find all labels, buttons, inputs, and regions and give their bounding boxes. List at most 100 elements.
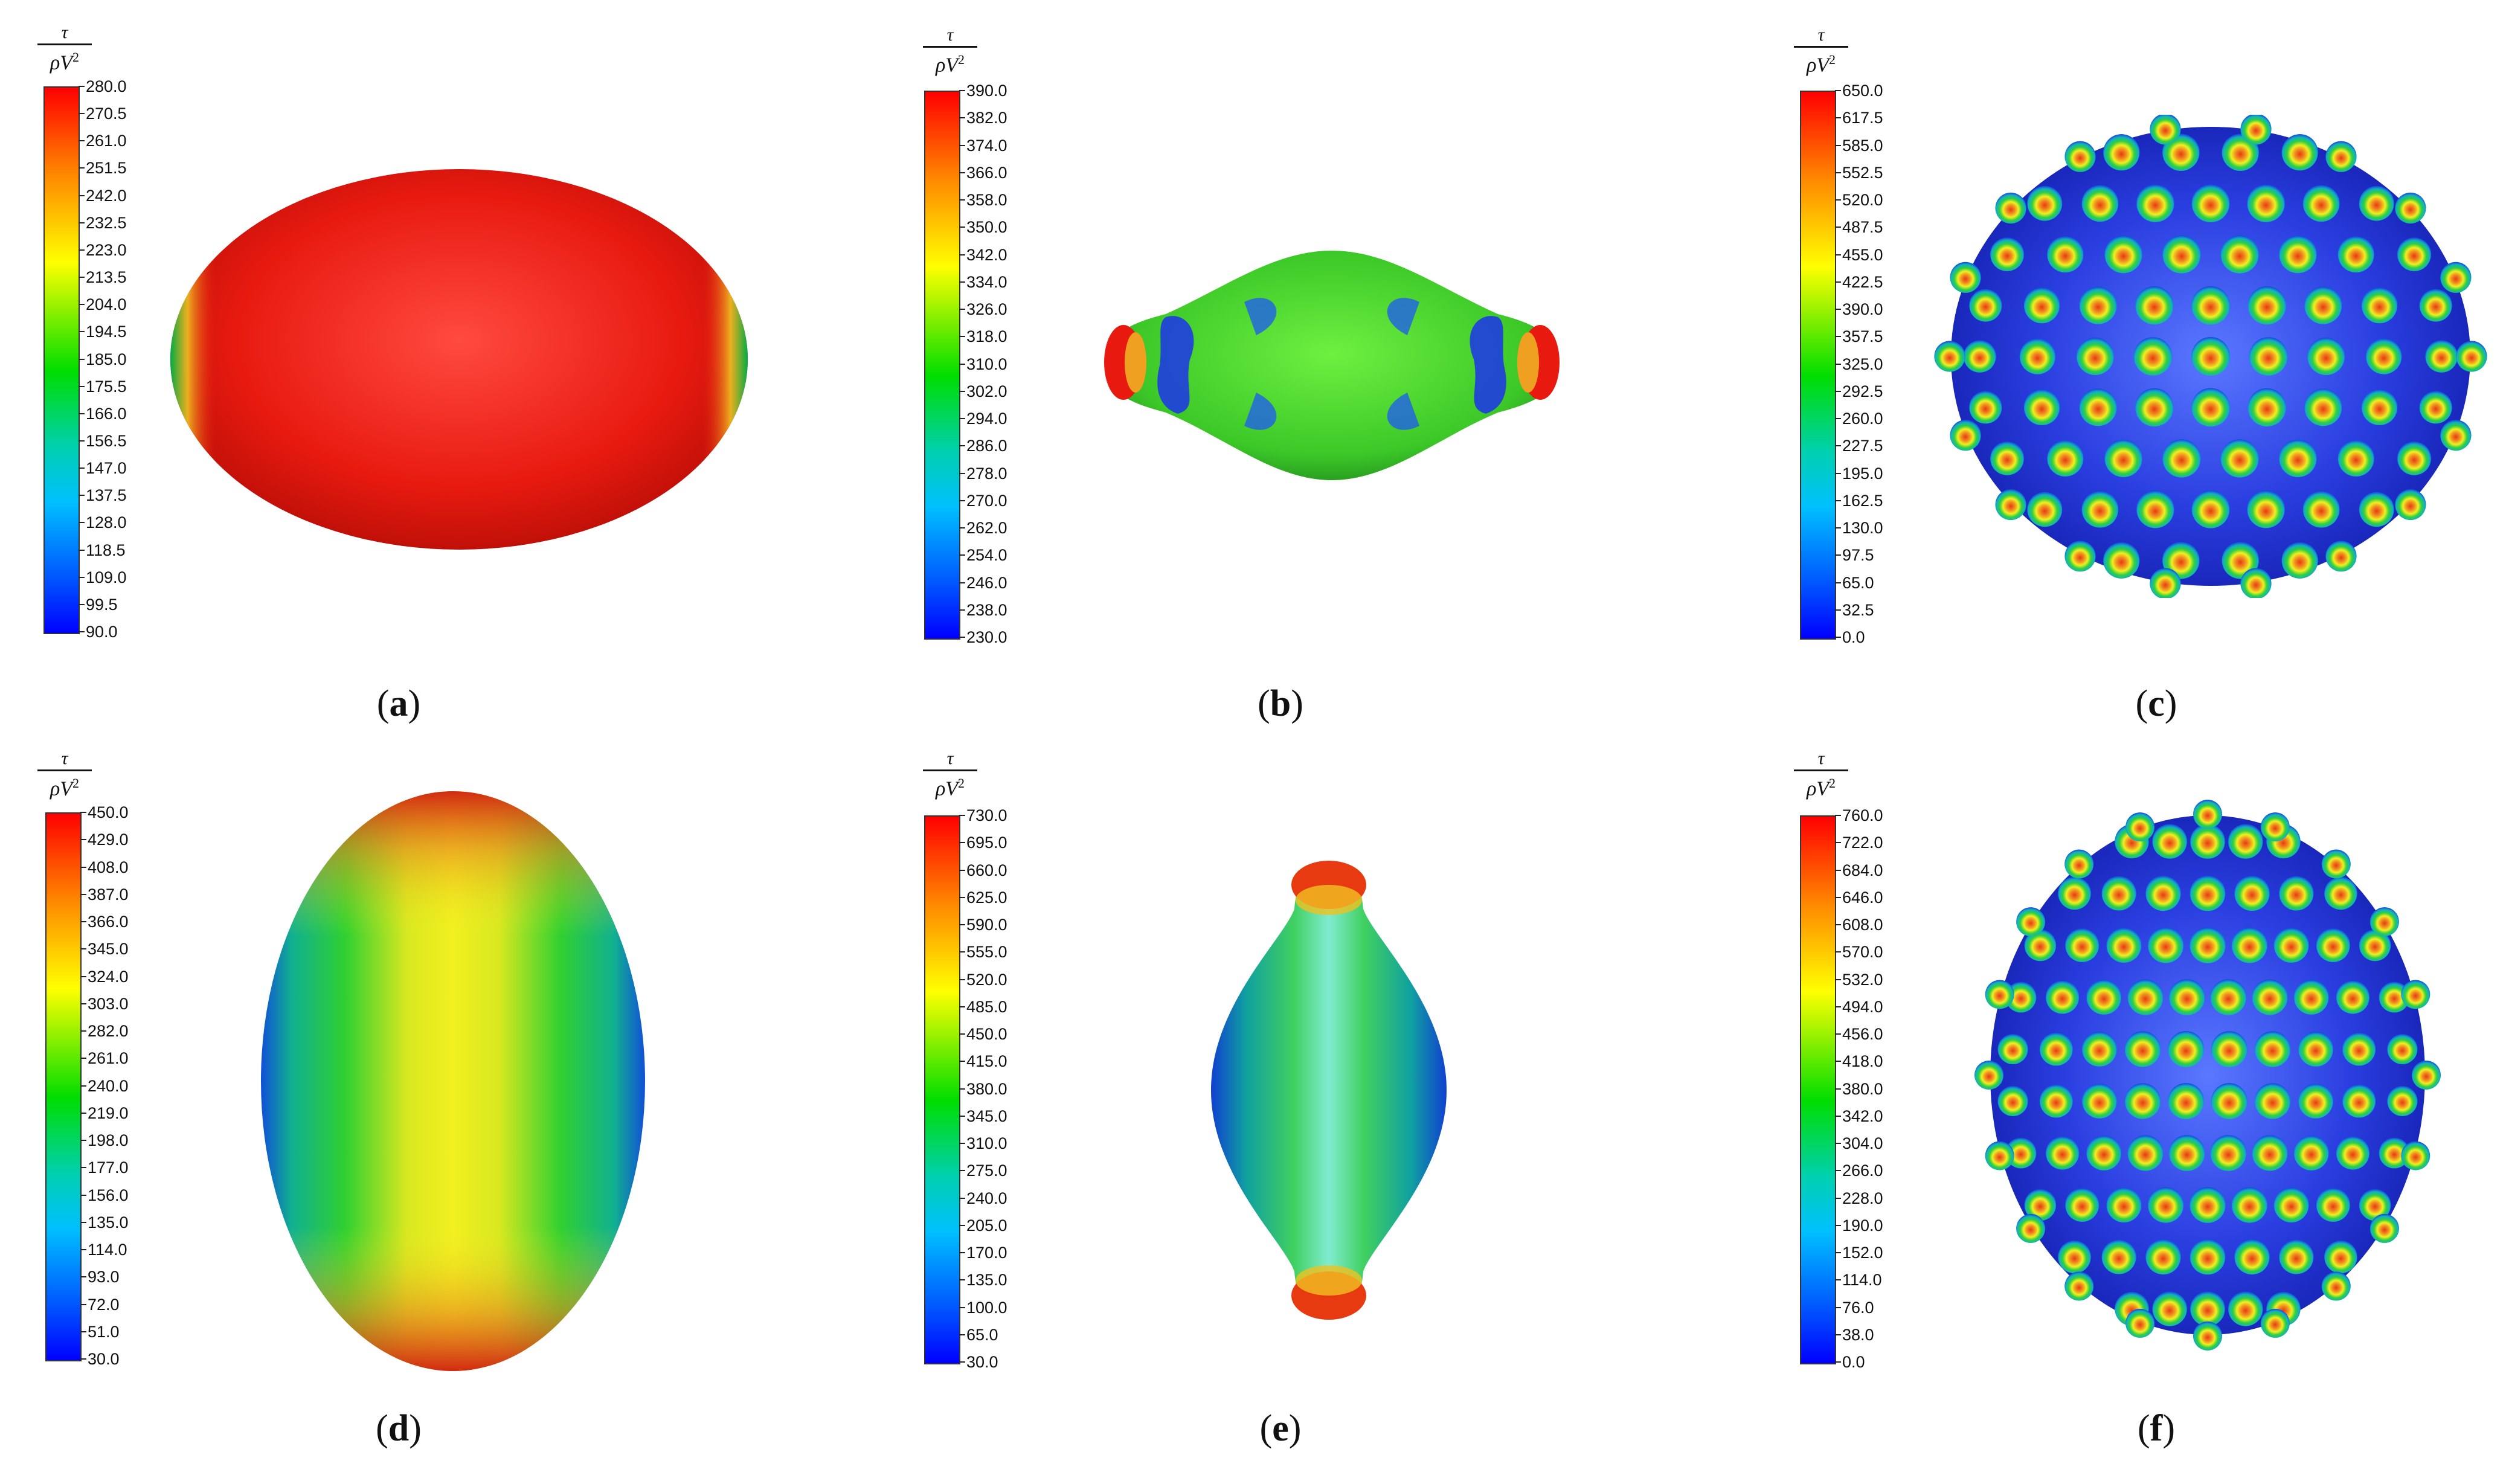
- colorbar-tick-mark: [959, 951, 965, 953]
- colorbar-label: τ ρV2: [1794, 25, 1848, 76]
- colorbar-tick-mark: [959, 144, 965, 146]
- surface-bump: [2273, 928, 2309, 963]
- colorbar-tick-label: 93.0: [88, 1268, 120, 1286]
- surface-bump: [2058, 876, 2091, 910]
- surface-bump-rim: [1934, 341, 1965, 372]
- colorbar-tick-label: 730.0: [966, 806, 1007, 824]
- colorbar-tick-mark: [959, 172, 965, 173]
- colorbar-tick-mark: [80, 1112, 86, 1114]
- colorbar-tick-mark: [80, 1167, 86, 1169]
- colorbar-tick-mark: [1835, 1061, 1841, 1062]
- colorbar-tick-mark: [80, 1276, 86, 1278]
- surface-bump: [2220, 235, 2259, 274]
- surface-bump: [2234, 1239, 2270, 1275]
- colorbar-tick-label: 72.0: [88, 1295, 120, 1314]
- colorbar-tick-mark: [1835, 1115, 1841, 1117]
- surface-bump-rim: [2369, 1213, 2399, 1243]
- surface-bump-rim: [2016, 1213, 2046, 1243]
- colorbar-tick-mark: [1835, 445, 1841, 447]
- colorbar-tick-label: 520.0: [966, 970, 1007, 989]
- colorbar-tick-mark: [80, 1221, 86, 1223]
- surface-bump-rim: [2412, 1061, 2441, 1090]
- colorbar-tick-mark: [959, 896, 965, 898]
- colorbar-tick-mark: [959, 418, 965, 419]
- colorbar-tick-mark: [1835, 1088, 1841, 1090]
- colorbar-tick-mark: [1835, 1252, 1841, 1253]
- surface-bump: [2148, 927, 2184, 963]
- ellipsoid-surface-d: [261, 791, 645, 1371]
- colorbar-tick-mark: [1835, 1033, 1841, 1035]
- surface-bump: [2065, 928, 2100, 962]
- colorbar-tick-mark: [1835, 281, 1841, 283]
- colorbar-tick-label: 114.0: [88, 1241, 127, 1259]
- colorbar-label-denominator: ρV: [50, 51, 73, 74]
- colorbar-label-numerator: τ: [61, 22, 68, 42]
- surface-bump: [2191, 490, 2230, 528]
- colorbar-tick-mark: [959, 554, 965, 556]
- colorbar-tick-label: 532.0: [1842, 970, 1883, 989]
- surface-bump: [2124, 1083, 2161, 1119]
- surface-bump: [2211, 1031, 2247, 1067]
- surface-bump-rim: [2440, 262, 2472, 293]
- colorbar-tick-label: 266.0: [1842, 1161, 1883, 1180]
- colorbar-tick-mark: [80, 839, 86, 841]
- colorbar-tick-label: 380.0: [966, 1079, 1007, 1098]
- colorbar-tick-label: 227.5: [1842, 437, 1883, 455]
- colorbar-tick-label: 109.0: [86, 568, 127, 586]
- colorbar-tick-mark: [959, 390, 965, 392]
- colorbar-tick-mark: [1835, 609, 1841, 611]
- colorbar-tick-label: 114.0: [1842, 1271, 1882, 1290]
- colorbar-tick-label: 494.0: [1842, 997, 1883, 1016]
- colorbar-tick-mark: [80, 975, 86, 977]
- colorbar-tick-mark: [1835, 554, 1841, 556]
- colorbar-tick-label: 555.0: [966, 943, 1007, 962]
- colorbar-tick-label: 318.0: [966, 327, 1007, 346]
- bumpy-sphere-f: [1974, 800, 2441, 1351]
- colorbar: [43, 86, 80, 634]
- colorbar-tick-label: 30.0: [966, 1353, 998, 1371]
- surface-bump: [2337, 440, 2374, 477]
- colorbar: [924, 91, 960, 640]
- surface-bump: [2254, 1031, 2291, 1067]
- colorbar-tick-mark: [1835, 527, 1841, 528]
- surface-bump: [2231, 927, 2267, 963]
- colorbar-tick-mark: [1835, 815, 1841, 816]
- surface-bump: [2298, 1032, 2333, 1067]
- surface-bump-rim: [2150, 115, 2181, 145]
- surface-bump: [2293, 980, 2329, 1015]
- colorbar-tick-label: 294.0: [966, 410, 1007, 428]
- colorbar-tick-mark: [1835, 499, 1841, 501]
- colorbar-tick-label: 99.5: [86, 595, 118, 614]
- surface-bump: [2298, 1084, 2333, 1119]
- surface-bump: [2419, 289, 2452, 322]
- colorbar-tick-label: 156.0: [88, 1186, 129, 1204]
- colorbar-tick-mark: [79, 467, 85, 469]
- colorbar-tick-label: 722.0: [1842, 834, 1883, 852]
- surface-bump-rim: [2150, 568, 2181, 598]
- surface-bump: [2247, 184, 2285, 222]
- colorbar-tick-label: 97.5: [1842, 546, 1874, 565]
- colorbar-tick-label: 585.0: [1842, 136, 1883, 155]
- colorbar-tick-label: 195.0: [1842, 464, 1883, 483]
- colorbar-tick-mark: [959, 309, 965, 310]
- colorbar-tick-mark: [959, 281, 965, 283]
- colorbar-tick-label: 223.0: [86, 240, 127, 259]
- caption-f: (f): [2138, 1408, 2175, 1449]
- colorbar-tick-label: 310.0: [966, 1134, 1007, 1152]
- colorbar-tick-label: 147.0: [86, 459, 127, 478]
- surface-bump: [2027, 185, 2063, 221]
- colorbar: [924, 815, 960, 1364]
- colorbar-tick-mark: [1835, 1224, 1841, 1226]
- surface-bump: [2190, 927, 2226, 963]
- surface-bump: [2228, 1291, 2263, 1326]
- surface-bump: [2103, 542, 2140, 579]
- colorbar-tick-label: 261.0: [86, 132, 127, 150]
- colorbar-tick-mark: [80, 1058, 86, 1059]
- surface-bump: [2231, 1187, 2267, 1223]
- colorbar: [1800, 815, 1836, 1364]
- surface-bump-rim: [1995, 489, 2026, 521]
- surface-bump: [2191, 337, 2230, 376]
- surface-bump-rim: [2325, 541, 2357, 572]
- colorbar-tick-label: 660.0: [966, 861, 1007, 879]
- colorbar-tick-mark: [80, 812, 86, 813]
